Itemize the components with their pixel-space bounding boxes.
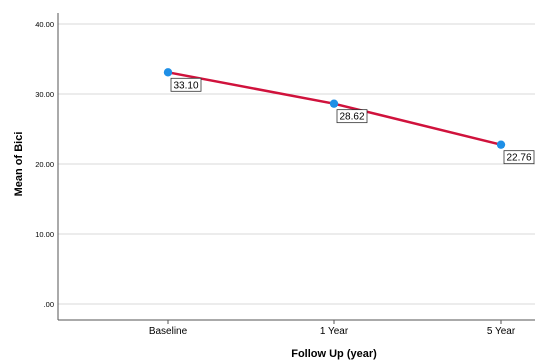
data-label-text: 22.76 [506,153,531,164]
x-tick-label: 5 Year [487,326,516,337]
data-label: 33.10 [170,77,202,92]
y-tick-label: 10.00 [35,230,54,239]
y-tick-labels: .00 10.00 20.00 30.00 40.00 [35,20,54,309]
y-tick-label: .00 [44,300,54,309]
axes [57,13,535,321]
data-point [496,140,506,149]
y-axis-title: Mean of Bici [13,132,25,197]
data-label-box [503,150,535,165]
x-tick-label: 1 Year [320,326,349,337]
y-tick-label: 30.00 [35,90,54,99]
data-label-box [336,109,368,124]
series-line-group [163,68,506,149]
data-labels: 33.10 28.62 22.76 [170,77,535,165]
x-axis-title: Follow Up (year) [291,348,377,360]
data-label-text: 28.62 [339,112,364,123]
data-label: 28.62 [336,109,368,124]
y-tick-label: 20.00 [35,160,54,169]
grid-lines [58,23,535,305]
data-point [163,68,173,77]
series-line [167,71,502,146]
x-tick-label: Baseline [149,326,188,337]
data-label: 22.76 [503,150,535,165]
y-tick-label: 40.00 [35,20,54,29]
data-label-text: 33.10 [173,80,198,91]
x-tick-labels: Baseline 1 Year 5 Year [149,320,516,337]
data-point [329,99,339,108]
data-label-box [170,77,202,92]
